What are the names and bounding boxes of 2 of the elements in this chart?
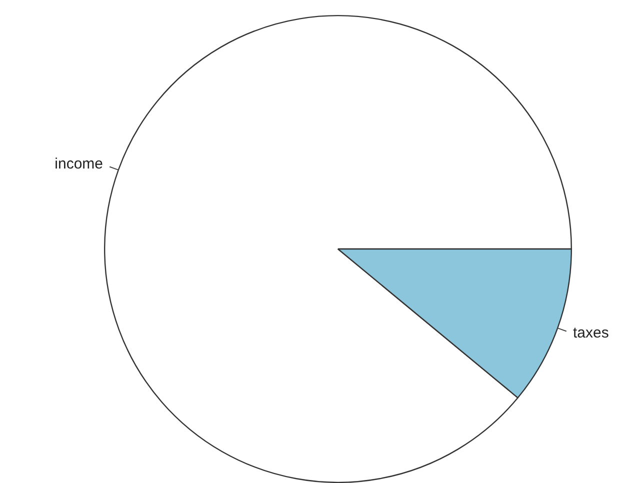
slice-label: income — [54, 156, 104, 173]
slice-label: taxes — [572, 324, 609, 342]
